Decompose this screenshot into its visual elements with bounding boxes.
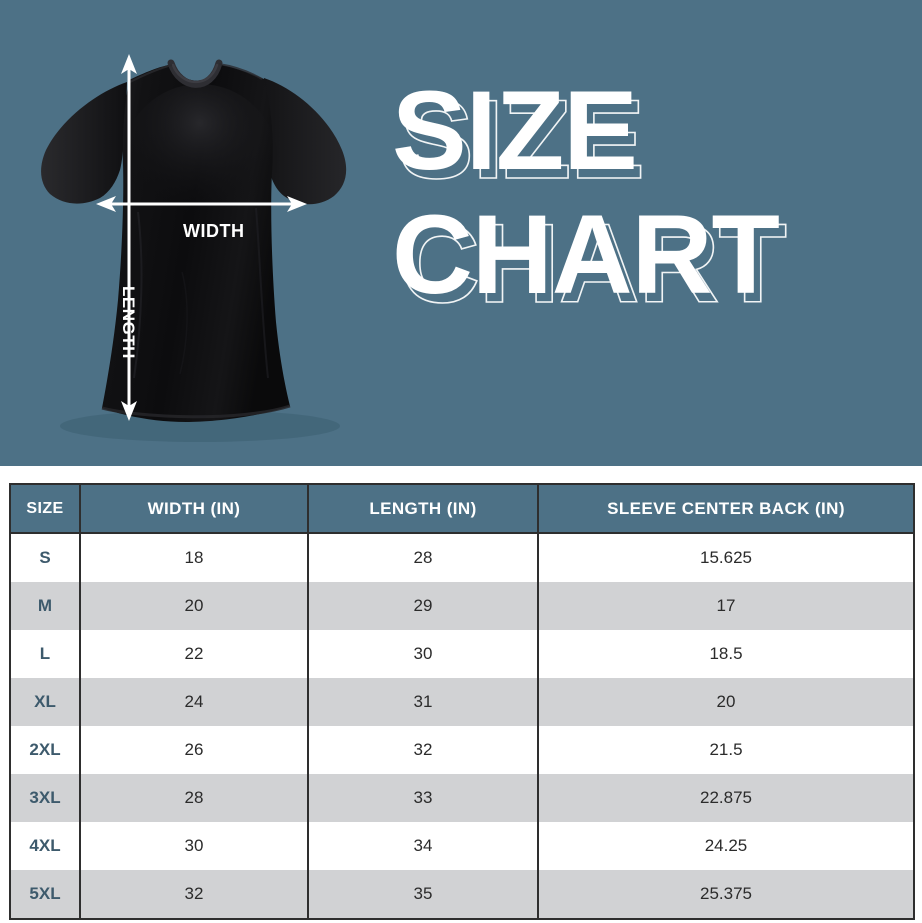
- cell-sleeve: 24.25: [538, 822, 914, 870]
- cell-width: 22: [80, 630, 309, 678]
- cell-sleeve: 20: [538, 678, 914, 726]
- size-table: SIZE WIDTH (IN) LENGTH (IN) SLEEVE CENTE…: [9, 483, 915, 920]
- column-header-sleeve: SLEEVE CENTER BACK (IN): [538, 484, 914, 534]
- cell-size: S: [10, 533, 81, 582]
- table-row: M 20 29 17: [10, 582, 914, 630]
- table-row: 4XL 30 34 24.25: [10, 822, 914, 870]
- size-table-container: SIZE WIDTH (IN) LENGTH (IN) SLEEVE CENTE…: [9, 483, 915, 920]
- cell-width: 20: [80, 582, 309, 630]
- title-size-outline: SIZE: [398, 77, 646, 202]
- cell-size: 3XL: [10, 774, 81, 822]
- title-chart-text: CHART: [392, 191, 780, 317]
- table-body: S 18 28 15.625 M 20 29 17 L 22 30 18.5: [10, 533, 914, 919]
- width-measure-arrow: [96, 196, 307, 212]
- cell-sleeve: 22.875: [538, 774, 914, 822]
- tshirt-svg: [41, 54, 347, 442]
- cell-size: 5XL: [10, 870, 81, 919]
- cell-sleeve: 15.625: [538, 533, 914, 582]
- cell-length: 31: [308, 678, 539, 726]
- cell-width: 24: [80, 678, 309, 726]
- cell-width: 26: [80, 726, 309, 774]
- cell-sleeve: 17: [538, 582, 914, 630]
- tshirt-illustration: WIDTH LENGTH: [10, 22, 380, 452]
- title-line-size: SIZE SIZE: [392, 75, 912, 197]
- table-header-row: SIZE WIDTH (IN) LENGTH (IN) SLEEVE CENTE…: [10, 484, 914, 534]
- cell-length: 35: [308, 870, 539, 919]
- table-row: 3XL 28 33 22.875: [10, 774, 914, 822]
- cell-size: 2XL: [10, 726, 81, 774]
- cell-length: 32: [308, 726, 539, 774]
- cell-width: 30: [80, 822, 309, 870]
- table-row: XL 24 31 20: [10, 678, 914, 726]
- table-row: 5XL 32 35 25.375: [10, 870, 914, 919]
- title-size-text: SIZE: [392, 68, 638, 193]
- cell-length: 29: [308, 582, 539, 630]
- title-chart-outline: CHART: [398, 200, 788, 326]
- cell-length: 33: [308, 774, 539, 822]
- title-line-chart: CHART CHART: [392, 198, 912, 320]
- cell-sleeve: 21.5: [538, 726, 914, 774]
- cell-width: 32: [80, 870, 309, 919]
- cell-size: XL: [10, 678, 81, 726]
- cell-width: 28: [80, 774, 309, 822]
- cell-width: 18: [80, 533, 309, 582]
- table-row: 2XL 26 32 21.5: [10, 726, 914, 774]
- table-row: L 22 30 18.5: [10, 630, 914, 678]
- cell-size: L: [10, 630, 81, 678]
- cell-length: 30: [308, 630, 539, 678]
- cell-length: 28: [308, 533, 539, 582]
- table-header: SIZE WIDTH (IN) LENGTH (IN) SLEEVE CENTE…: [10, 484, 914, 534]
- cell-size: M: [10, 582, 81, 630]
- page-title: SIZE SIZE CHART CHART: [392, 75, 912, 320]
- cell-length: 34: [308, 822, 539, 870]
- hero-banner: WIDTH LENGTH SIZE SIZE CHART CHART: [0, 0, 922, 466]
- cell-sleeve: 18.5: [538, 630, 914, 678]
- cell-size: 4XL: [10, 822, 81, 870]
- column-header-length: LENGTH (IN): [308, 484, 539, 534]
- cell-sleeve: 25.375: [538, 870, 914, 919]
- column-header-size: SIZE: [10, 484, 81, 534]
- table-row: S 18 28 15.625: [10, 533, 914, 582]
- length-measure-arrow: [121, 54, 137, 421]
- column-header-width: WIDTH (IN): [80, 484, 309, 534]
